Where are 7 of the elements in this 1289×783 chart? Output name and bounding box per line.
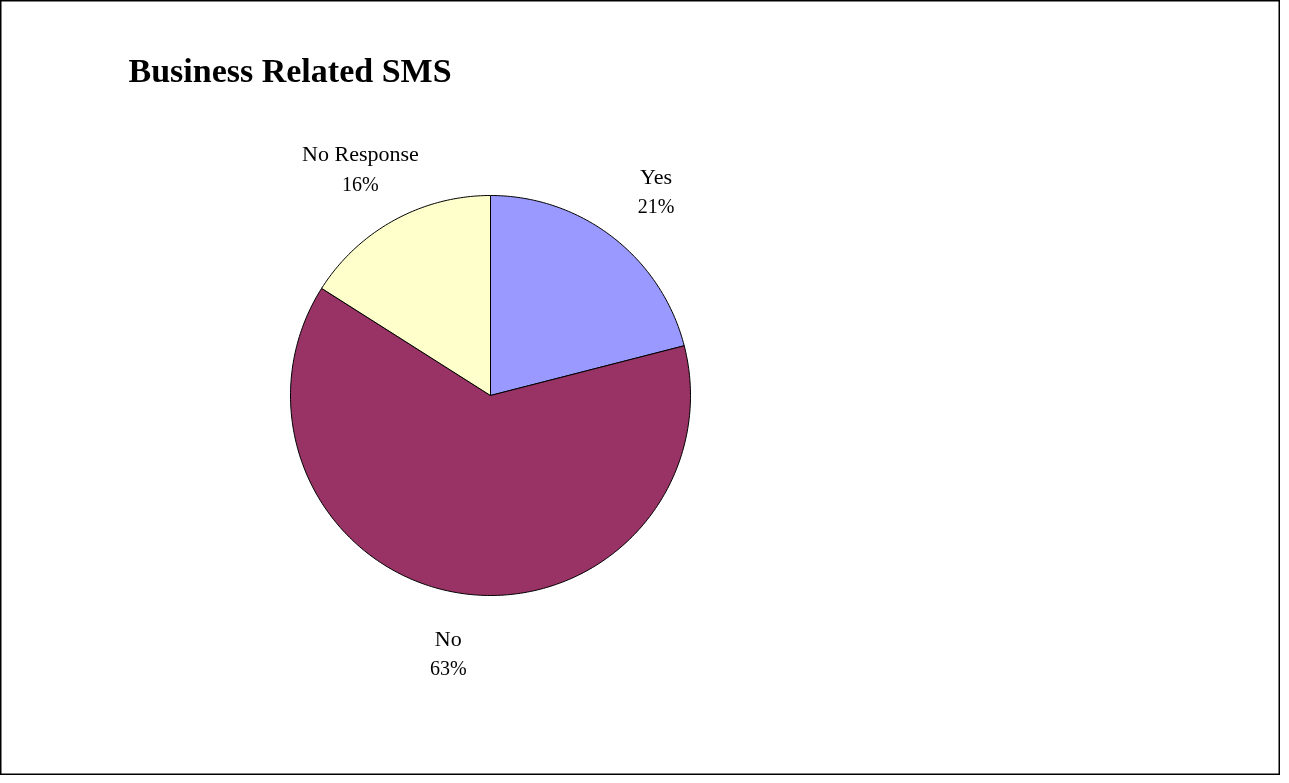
chart-title: Business Related SMS — [128, 52, 452, 89]
data-label: 16% — [342, 172, 379, 195]
data-label: 63% — [429, 657, 467, 680]
data-label: 21% — [637, 195, 675, 218]
slice-label: No Response — [302, 141, 419, 167]
slice-label: No — [434, 625, 462, 651]
slice-label: Yes — [639, 163, 672, 189]
